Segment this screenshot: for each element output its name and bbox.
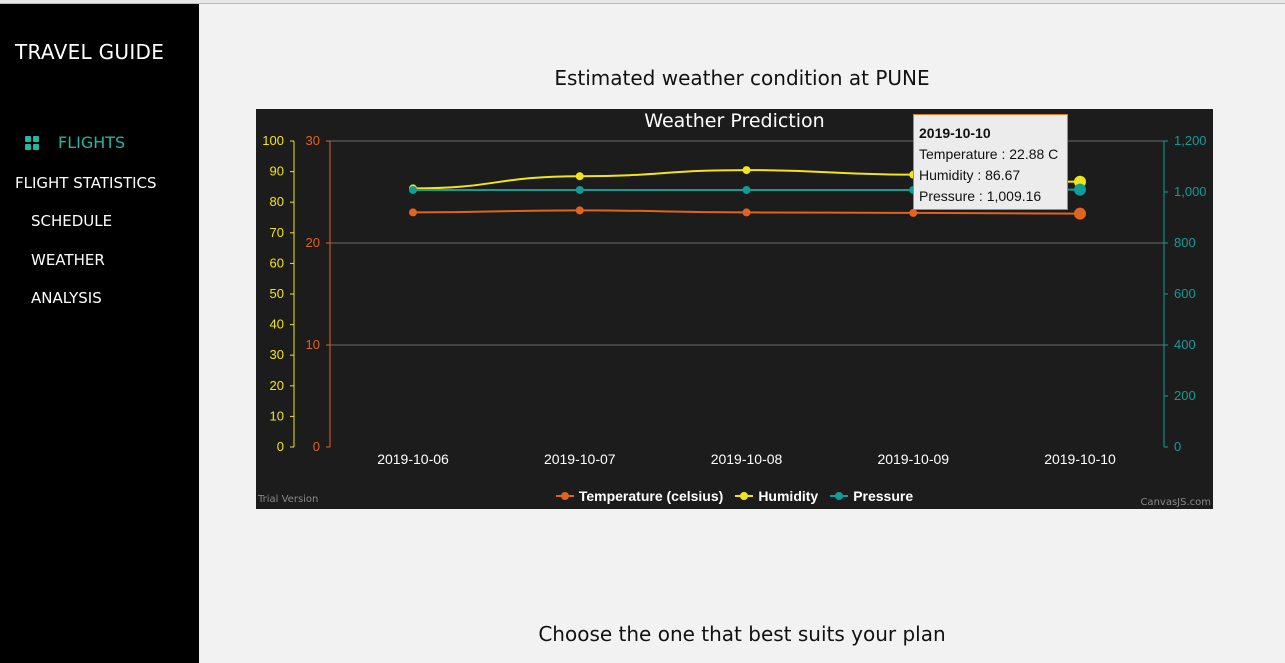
legend-marker-pressure (830, 492, 849, 500)
humidity-tick-label: 40 (270, 317, 284, 332)
sidebar-section-flight-statistics: FLIGHT STATISTICS (15, 174, 157, 192)
humidity-tick-label: 30 (270, 347, 284, 362)
pressure-tick-label: 200 (1174, 388, 1196, 403)
x-tick-label: 2019-10-08 (711, 451, 783, 467)
sidebar-item-flights-label: FLIGHTS (58, 133, 126, 152)
pressure-tick-label: 800 (1174, 235, 1196, 250)
humidity-tick-label: 100 (262, 133, 284, 148)
legend-item-temperature[interactable]: Temperature (celsius) (555, 488, 724, 504)
legend-marker-temperature (555, 492, 574, 500)
plan-heading: Choose the one that best suits your plan (538, 622, 946, 646)
data-point-temp (409, 208, 417, 217)
brand-title: TRAVEL GUIDE (15, 40, 165, 64)
weather-chart: 0 10 20 30 40 50 60 70 80 90 100 0 10 20 30 0 200 400 600 8… (256, 109, 1213, 509)
humidity-tick-label: 60 (270, 255, 284, 270)
humidity-tick-label: 20 (270, 378, 284, 393)
temperature-tick-label: 0 (313, 439, 320, 454)
legend-label-temperature: Temperature (celsius) (578, 488, 724, 504)
pressure-tick-label: 400 (1174, 337, 1196, 352)
tooltip-temperature: Temperature : 22.88 C (919, 146, 1059, 162)
data-point-temp (1074, 207, 1086, 220)
pressure-tick-label: 1,200 (1174, 133, 1207, 148)
chart-legend: Temperature (celsius) Humidity Pressure (256, 488, 1213, 504)
weather-chart-canvas: 0 10 20 30 40 50 60 70 80 90 100 0 10 20 30 0 200 400 600 8… (262, 133, 1207, 467)
legend-label-humidity: Humidity (758, 488, 819, 504)
pressure-tick-label: 600 (1174, 286, 1196, 301)
data-point-pressure (742, 185, 751, 194)
data-point-pressure (1074, 183, 1086, 196)
sidebar-item-schedule[interactable]: SCHEDULE (31, 212, 113, 230)
humidity-tick-label: 50 (270, 286, 284, 301)
humidity-tick-label: 10 (270, 408, 284, 423)
x-tick-label: 2019-10-10 (1044, 451, 1116, 467)
x-tick-label: 2019-10-06 (377, 451, 449, 467)
humidity-tick-label: 80 (270, 194, 284, 209)
pressure-tick-label: 0 (1174, 439, 1181, 454)
temperature-tick-label: 30 (306, 133, 320, 148)
data-point-humidity (742, 166, 751, 175)
temperature-tick-label: 10 (306, 337, 320, 352)
chart-tooltip: 2019-10-10 Temperature : 22.88 C Humidit… (913, 114, 1068, 210)
data-point-temp (575, 206, 584, 215)
canvasjs-credit-link[interactable]: CanvasJS.com (1140, 497, 1211, 508)
trial-version-label: Trial Version (258, 494, 319, 505)
humidity-tick-label: 0 (277, 439, 284, 454)
dashboard-grid-icon (25, 135, 39, 150)
legend-marker-humidity (735, 492, 754, 500)
data-point-pressure (409, 185, 417, 194)
x-tick-label: 2019-10-09 (877, 451, 949, 467)
humidity-tick-label: 70 (270, 225, 284, 240)
browser-top-edge (0, 0, 1285, 4)
pressure-tick-label: 1,000 (1174, 184, 1207, 199)
sidebar: TRAVEL GUIDE FLIGHTS FLIGHT STATISTICS S… (0, 4, 199, 663)
tooltip-date: 2019-10-10 (919, 125, 991, 141)
sidebar-item-weather[interactable]: WEATHER (31, 251, 105, 269)
temperature-tick-label: 20 (306, 235, 320, 250)
legend-item-pressure[interactable]: Pressure (830, 488, 913, 504)
humidity-tick-label: 90 (270, 164, 284, 179)
chart-title: Weather Prediction (644, 110, 825, 132)
x-tick-label: 2019-10-07 (544, 451, 616, 467)
legend-item-humidity[interactable]: Humidity (735, 488, 818, 504)
legend-label-pressure: Pressure (853, 488, 914, 504)
tooltip-pressure: Pressure : 1,009.16 (919, 188, 1042, 204)
data-point-temp (742, 208, 751, 217)
sidebar-item-flights[interactable]: FLIGHTS (25, 133, 125, 152)
data-point-humidity (575, 172, 584, 181)
tooltip-humidity: Humidity : 86.67 (919, 167, 1021, 183)
data-point-temp (909, 208, 918, 217)
sidebar-item-analysis[interactable]: ANALYSIS (31, 289, 102, 307)
data-point-pressure (575, 185, 584, 194)
page-heading: Estimated weather condition at PUNE (554, 66, 930, 90)
